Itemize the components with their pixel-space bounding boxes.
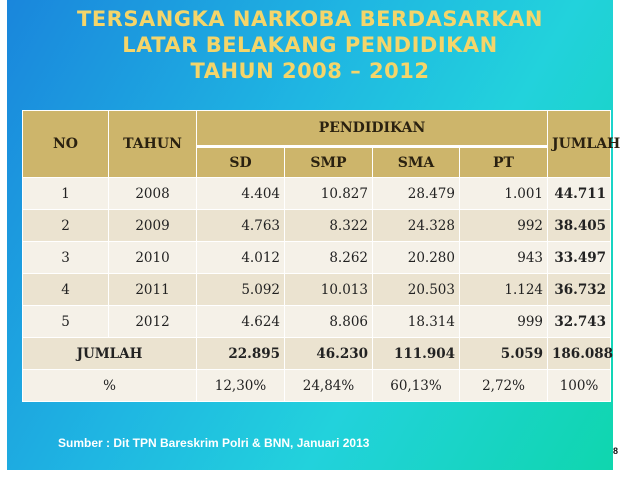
cell-tahun: 2009 [108,209,197,242]
percent-jumlah: 100% [547,369,612,402]
table-row: 5 2012 4.624 8.806 18.314 999 32.743 [22,305,612,338]
cell-pt: 999 [458,305,549,338]
education-table: NO TAHUN PENDIDIKAN JUMLAH SD SMP SMA PT… [22,110,620,402]
total-row: JUMLAH 22.895 46.230 111.904 5.059 186.0… [22,337,613,370]
table-row: 1 2008 4.404 10.827 28.479 1.001 44.711 [22,177,612,210]
cell-sd: 4.624 [196,305,285,338]
cell-sma: 18.314 [372,305,460,338]
table-row: 2 2009 4.763 8.322 24.328 992 38.405 [22,209,612,242]
total-sma: 111.904 [372,337,460,370]
page-number: 8 [613,446,619,456]
table-row: 3 2010 4.012 8.262 20.280 943 33.497 [22,241,612,274]
cell-jumlah: 44.711 [547,177,612,210]
header-sd: SD [196,145,285,178]
header-pendidikan: PENDIDIKAN [195,110,549,147]
cell-no: 3 [22,241,109,274]
cell-sma: 20.503 [372,273,460,306]
cell-sd: 4.763 [196,209,285,242]
percent-sma: 60,13% [372,369,460,402]
cell-no: 5 [22,305,109,338]
total-pt: 5.059 [458,337,549,370]
percent-sd: 12,30% [196,369,285,402]
cell-smp: 8.262 [284,241,373,274]
cell-pt: 943 [458,241,549,274]
cell-pt: 1.124 [458,273,549,306]
slide-title: TERSANGKA NARKOBA BERDASARKAN LATAR BELA… [0,6,620,84]
percent-label: % [22,369,197,402]
percent-pt: 2,72% [458,369,549,402]
cell-no: 4 [22,273,109,306]
title-line-1: TERSANGKA NARKOBA BERDASARKAN [77,7,543,31]
header-tahun: TAHUN [108,110,197,178]
header-sma: SMA [372,145,460,178]
cell-pt: 992 [458,209,549,242]
cell-sma: 20.280 [372,241,460,274]
title-line-3: TAHUN 2008 – 2012 [190,59,430,83]
cell-tahun: 2010 [108,241,197,274]
cell-smp: 8.806 [284,305,373,338]
header-no: NO [22,110,109,178]
cell-sd: 4.404 [196,177,285,210]
total-label: JUMLAH [22,337,197,370]
cell-sd: 4.012 [196,241,285,274]
cell-jumlah: 33.497 [547,241,612,274]
cell-tahun: 2011 [108,273,197,306]
percent-smp: 24,84% [284,369,373,402]
header-smp: SMP [284,145,373,178]
cell-tahun: 2008 [108,177,197,210]
title-line-2: LATAR BELAKANG PENDIDIKAN [122,33,498,57]
cell-no: 2 [22,209,109,242]
cell-jumlah: 32.743 [547,305,612,338]
total-smp: 46.230 [284,337,373,370]
source-note: Sumber : Dit TPN Bareskrim Polri & BNN, … [58,436,370,450]
cell-smp: 10.013 [284,273,373,306]
cell-no: 1 [22,177,109,210]
cell-smp: 8.322 [284,209,373,242]
cell-smp: 10.827 [284,177,373,210]
percent-row: % 12,30% 24,84% 60,13% 2,72% 100% [22,369,612,402]
cell-jumlah: 36.732 [547,273,612,306]
header-pt: PT [458,145,549,178]
table-row: 4 2011 5.092 10.013 20.503 1.124 36.732 [22,273,612,306]
cell-jumlah: 38.405 [547,209,612,242]
cell-tahun: 2012 [108,305,197,338]
cell-sma: 28.479 [372,177,460,210]
header-jumlah: JUMLAH [547,110,620,178]
cell-pt: 1.001 [458,177,549,210]
cell-sma: 24.328 [372,209,460,242]
cell-sd: 5.092 [196,273,285,306]
total-jumlah: 186.088 [547,337,613,370]
total-sd: 22.895 [196,337,285,370]
